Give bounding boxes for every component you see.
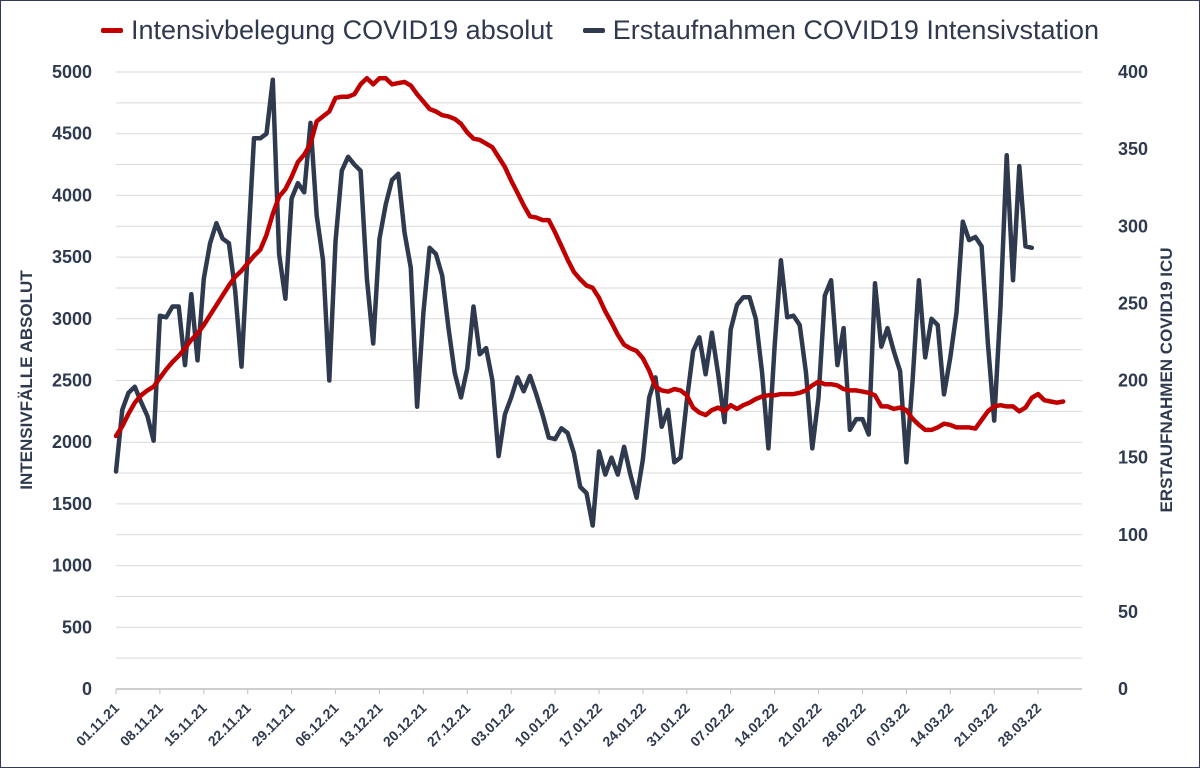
y-axis-left-title: INTENSIVFÄLLE ABSOLUT (17, 270, 36, 490)
x-tick-label: 10.01.22 (511, 700, 561, 750)
x-tick-label: 22.11.21 (205, 700, 254, 749)
x-tick-label: 13.12.21 (336, 700, 386, 750)
x-tick-label: 14.02.22 (731, 700, 781, 750)
y-left-tick-label: 0 (82, 679, 92, 699)
legend-label-intensivbelegung: Intensivbelegung COVID19 absolut (130, 14, 553, 45)
x-tick-label: 28.03.22 (994, 700, 1044, 750)
x-tick-label: 07.02.22 (687, 700, 737, 750)
x-tick-label: 20.12.21 (380, 700, 430, 750)
y-right-tick-label: 300 (1118, 216, 1148, 236)
gridlines (116, 71, 1082, 659)
y-left-tick-label: 1000 (52, 556, 92, 576)
x-tick-label: 31.01.22 (643, 700, 693, 750)
legend-item-erstaufnahmen: Erstaufnahmen COVID19 Intensivstation (582, 14, 1100, 46)
y-left-tick-label: 500 (62, 617, 92, 637)
x-tick-label: 14.03.22 (907, 700, 957, 750)
series-line-intensivbelegung (113, 75, 1066, 439)
y-left-tick-label: 4500 (52, 124, 92, 144)
y-right-tick-label: 0 (1118, 679, 1128, 699)
x-tick-label: 28.02.22 (819, 700, 869, 750)
y-right-tick-label: 50 (1118, 602, 1138, 622)
x-tick-label: 15.11.21 (161, 700, 210, 749)
y-left-tick-label: 3000 (52, 309, 92, 329)
y-right-tick-label: 200 (1118, 371, 1148, 391)
axes: 0500100015002000250030003500400045005000… (52, 62, 1148, 750)
y-left-tick-label: 2000 (52, 432, 92, 452)
x-tick-label: 07.03.22 (863, 700, 913, 750)
y-axis-right-title: ERSTAUFNAHMEN COVID19 ICU (1157, 247, 1176, 512)
series-group (113, 75, 1066, 528)
y-right-tick-label: 150 (1118, 448, 1148, 468)
y-right-tick-label: 400 (1118, 62, 1148, 82)
legend-swatch-erstaufnahmen (582, 27, 605, 33)
legend-label-erstaufnahmen: Erstaufnahmen COVID19 Intensivstation (612, 14, 1100, 45)
x-tick-label: 21.03.22 (950, 700, 1000, 750)
legend-item-intensivbelegung: Intensivbelegung COVID19 absolut (100, 14, 553, 46)
y-right-tick-label: 250 (1118, 293, 1148, 313)
y-left-tick-label: 3500 (52, 247, 92, 267)
y-left-tick-label: 4000 (52, 185, 92, 205)
x-tick-label: 17.01.22 (555, 700, 605, 750)
y-left-tick-label: 1500 (52, 494, 92, 514)
y-right-tick-label: 350 (1118, 139, 1148, 159)
x-tick-label: 27.12.21 (424, 700, 474, 750)
y-left-tick-label: 2500 (52, 371, 92, 391)
x-tick-label: 21.02.22 (775, 700, 825, 750)
legend-swatch-intensivbelegung (100, 27, 123, 33)
chart-legend: Intensivbelegung COVID19 absolut Erstauf… (0, 10, 1200, 50)
x-tick-label: 29.11.21 (248, 700, 297, 749)
y-right-tick-label: 100 (1118, 525, 1148, 545)
x-tick-label: 01.11.21 (73, 700, 122, 749)
x-tick-label: 24.01.22 (599, 700, 649, 750)
y-left-tick-label: 5000 (52, 62, 92, 82)
x-tick-label: 06.12.21 (292, 700, 342, 750)
x-tick-label: 03.01.22 (467, 700, 517, 750)
series-line-erstaufnahmen (113, 77, 1035, 528)
x-tick-label: 08.11.21 (117, 700, 166, 749)
